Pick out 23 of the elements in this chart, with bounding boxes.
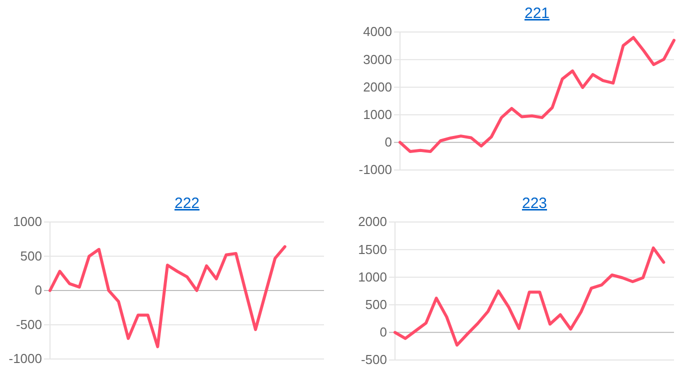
y-tick-label: -500 [360,352,387,368]
y-tick-label: 500 [20,248,42,264]
y-tick-label: 1000 [358,269,387,284]
line-series [398,36,676,154]
y-tick-label: 4000 [363,24,392,40]
y-tick-label: 0 [384,134,392,150]
y-tick-label: -1000 [8,351,42,366]
chart-title: 223 [522,195,548,212]
y-tick-label: 1000 [13,214,42,230]
chart-title: 221 [524,5,550,22]
y-tick-label: -500 [16,316,42,332]
line-series [48,245,286,348]
y-tick-label: 2000 [363,79,392,94]
line-series [394,246,666,347]
y-tick-label: 3000 [363,52,392,67]
y-tick-label: 0 [34,282,42,298]
y-tick-label: 0 [380,324,387,340]
y-tick-label: -1000 [358,162,392,178]
y-tick-label: 500 [365,296,387,312]
chart-title: 222 [174,195,200,212]
y-tick-label: 1000 [363,106,392,122]
y-tick-label: 1500 [358,242,387,257]
y-tick-label: 2000 [358,214,387,230]
